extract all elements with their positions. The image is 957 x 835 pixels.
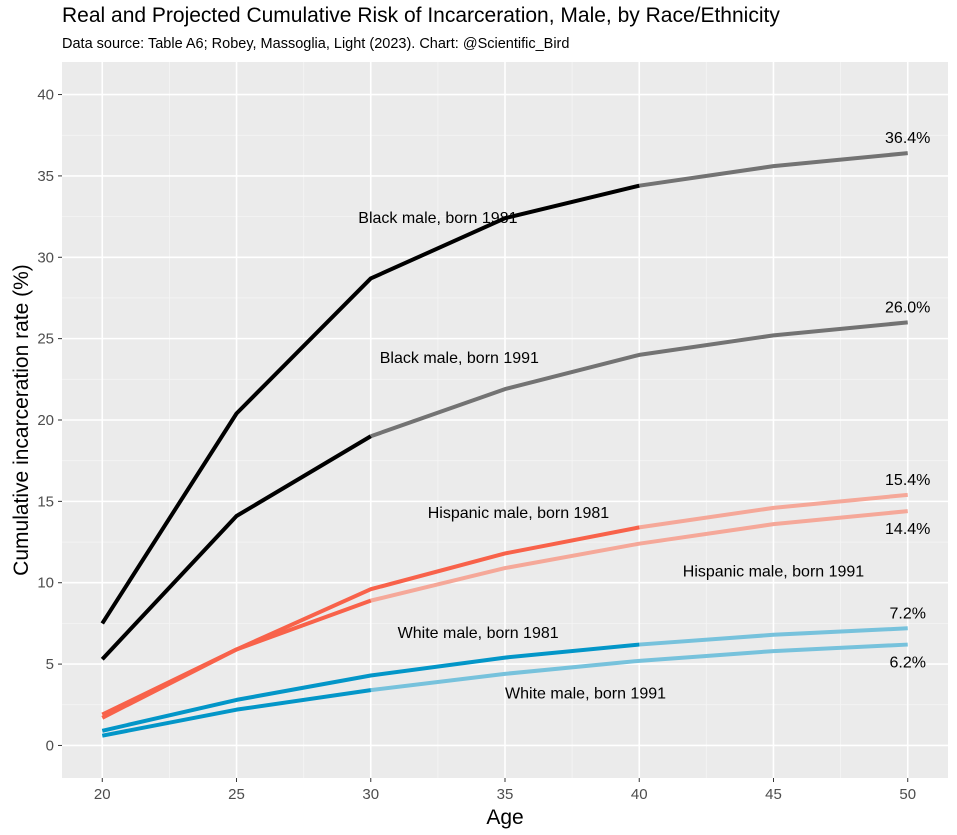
annotation-black-male-born-1981: Black male, born 1981 [358,210,517,227]
annotation-white-male-born-1991: White male, born 1991 [505,685,666,702]
y-tick-label: 25 [37,331,54,348]
series-line-black-male-born-1991-real [100,434,372,661]
y-tick-label: 5 [46,656,54,673]
end-label-white-male-born-1991: 6.2% [889,655,925,672]
series-line-white-male-born-1991-projected [370,642,908,693]
series-lines [100,151,908,738]
y-tick-label: 35 [37,168,54,185]
series-line-black-male-born-1981-projected [638,151,908,188]
y-tick-label: 0 [46,737,54,754]
y-tick-label: 40 [37,87,54,104]
y-tick-label: 10 [37,575,54,592]
x-axis-title: Age [486,806,523,829]
series-annotations: Black male, born 1981 Black male, born 19… [358,210,864,702]
x-tick-label: 50 [899,786,916,803]
y-tick-label: 15 [37,493,54,510]
x-tick-label: 20 [94,786,111,803]
y-tick-label: 20 [37,412,54,429]
end-label-white-male-born-1981: 7.2% [889,605,925,622]
end-label-hispanic-male-born-1991: 14.4% [885,521,930,538]
annotation-white-male-born-1981: White male, born 1981 [398,625,559,642]
series-line-white-male-born-1991-real [101,688,372,738]
end-label-black-male-born-1991: 26.0% [885,299,930,316]
end-label-black-male-born-1981: 36.4% [885,130,930,147]
series-line-black-male-born-1981-real [100,183,640,625]
major-gridlines [62,62,948,778]
x-tick-label: 45 [765,786,782,803]
series-line-hispanic-male-born-1981-projected [638,492,908,530]
series-line-hispanic-male-born-1991-real [101,598,372,720]
annotation-black-male-born-1991: Black male, born 1991 [380,350,539,367]
y-tick-label: 30 [37,249,54,266]
series-line-black-male-born-1991-projected [370,320,908,439]
axis-ticks: 20 25 30 35 40 45 50 0 5 10 15 20 25 30 35 40 [37,87,916,803]
y-axis-title: Cumulative incarceration rate (%) [10,264,33,576]
annotation-hispanic-male-born-1981: Hispanic male, born 1981 [428,505,610,522]
x-tick-label: 40 [631,786,648,803]
series-line-white-male-born-1981-projected [639,626,908,647]
chart-title: Real and Projected Cumulative Risk of In… [62,4,780,27]
annotation-hispanic-male-born-1991: Hispanic male, born 1991 [683,563,865,580]
series-line-hispanic-male-born-1991-projected [370,509,908,603]
x-tick-label: 30 [362,786,379,803]
x-tick-label: 35 [497,786,514,803]
x-tick-label: 25 [228,786,245,803]
series-line-white-male-born-1981-real [101,642,640,733]
end-label-hispanic-male-born-1981: 15.4% [885,472,930,489]
end-value-labels: 36.4% 26.0% 15.4% 14.4% 7.2% 6.2% [885,130,930,671]
chart-subtitle: Data source: Table A6; Robey, Massoglia,… [62,36,570,52]
